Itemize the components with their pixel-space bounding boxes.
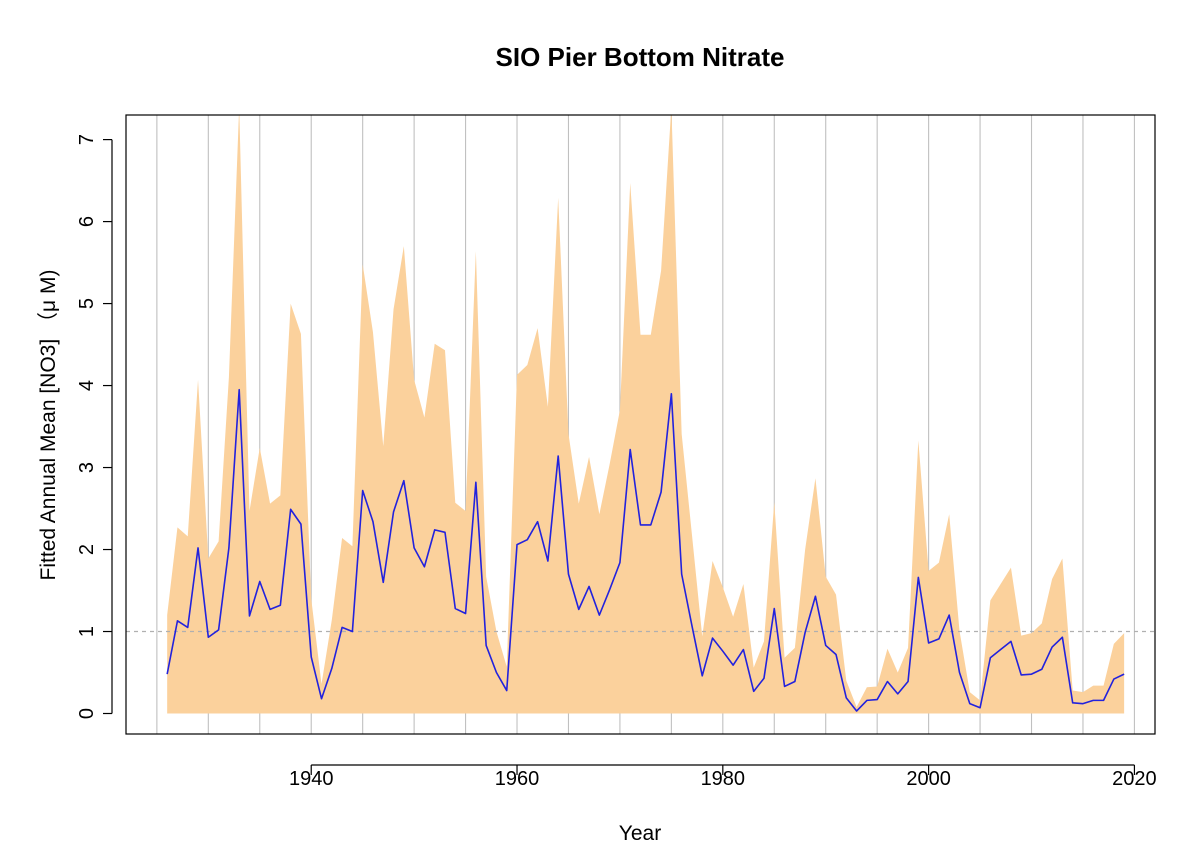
y-tick-label: 2 (76, 544, 98, 555)
plot-frame (125, 114, 1156, 735)
y-axis: 0 1 2 3 4 5 6 7 (76, 134, 113, 719)
y-tick-label: 1 (76, 626, 98, 637)
y-tick-label: 6 (76, 216, 98, 227)
confidence-band (167, 115, 1125, 714)
x-axis-label: Year (619, 822, 661, 845)
x-tick-label: 1940 (289, 768, 334, 790)
confidence-band-layer (167, 115, 1125, 714)
y-tick-label: 0 (76, 708, 98, 719)
x-tick-label: 2020 (1112, 768, 1157, 790)
x-tick-label: 1960 (495, 768, 540, 790)
x-axis: 1940 1960 1980 2000 2020 (289, 764, 1157, 790)
y-tick-label: 3 (76, 462, 98, 473)
x-tick-label: 2000 (906, 768, 951, 790)
x-tick-label: 1980 (701, 768, 746, 790)
y-tick-label: 4 (76, 380, 98, 391)
mean-line (166, 388, 1125, 712)
chart-title: SIO Pier Bottom Nitrate (496, 42, 785, 72)
y-axis-label: Fitted Annual Mean [NO3] （μ M) (37, 270, 60, 581)
y-tick-label: 5 (76, 298, 98, 309)
y-tick-label: 7 (76, 134, 98, 145)
mean-line-layer (166, 388, 1125, 712)
